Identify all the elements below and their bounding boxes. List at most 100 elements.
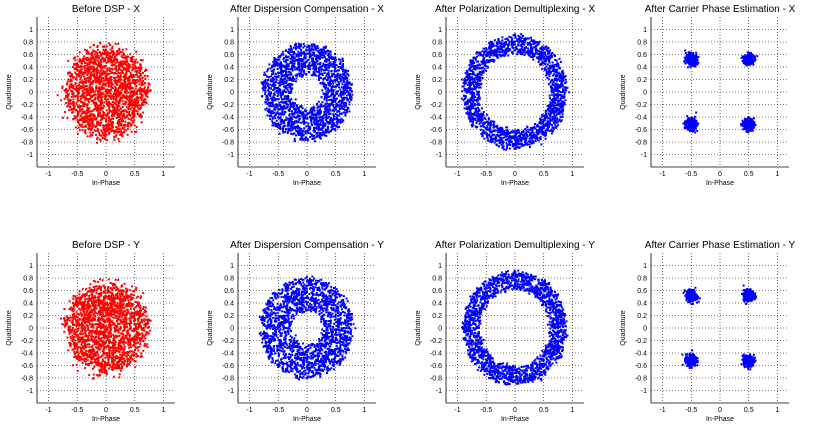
data-point [276,104,279,106]
data-point [281,110,284,113]
data-point [124,72,127,75]
data-point [282,58,285,61]
data-point [544,54,547,57]
data-point [86,103,89,106]
data-point [473,86,476,88]
data-point [109,128,112,131]
data-point [99,102,102,105]
data-point [473,73,476,76]
data-point [535,44,538,47]
data-point [293,46,296,49]
data-point [267,87,270,90]
data-point [551,83,554,86]
data-point [504,42,507,45]
data-point [146,75,149,77]
data-point [325,64,328,67]
data-point [466,102,469,105]
data-point [90,89,93,92]
data-point [275,125,278,128]
data-point [322,133,325,136]
data-point [87,122,90,125]
data-point [537,125,540,128]
data-point [78,119,80,122]
data-point [130,57,133,60]
data-point [348,110,351,113]
data-point [89,122,92,125]
data-point [464,79,467,82]
data-point [303,52,306,55]
data-point [119,92,122,95]
data-point [334,85,337,88]
data-point [72,101,75,104]
data-point [84,57,87,60]
data-point [74,126,77,129]
data-point [105,88,108,91]
data-point [305,73,308,75]
data-point [538,122,541,125]
data-point [507,44,510,46]
data-point [279,112,282,115]
data-point [501,45,504,48]
data-point [550,98,553,101]
data-point [128,95,131,98]
data-point [322,125,325,128]
data-point [348,82,351,85]
data-point [87,52,90,55]
data-point [332,61,335,63]
data-point [303,72,306,75]
data-point [121,134,123,137]
data-point [97,56,100,59]
data-point [509,147,511,150]
data-point [144,78,147,80]
data-point [290,104,292,107]
data-point [269,67,272,70]
data-point [518,48,521,51]
data-point [315,74,317,77]
data-point [556,108,559,111]
data-point [287,48,290,51]
data-point [88,101,90,104]
data-point [117,42,120,45]
data-point [275,78,278,81]
data-point [289,119,292,122]
data-point [467,98,470,101]
data-point [130,130,133,133]
data-point [291,59,294,62]
data-point [297,42,300,45]
data-point [511,51,514,53]
data-point [79,110,82,113]
data-point [123,87,126,90]
data-point [119,63,122,65]
data-point [108,131,111,134]
data-point [88,76,90,79]
data-point [530,135,533,138]
data-point [277,123,280,126]
data-point [295,104,298,107]
data-point [133,118,136,121]
data-point [546,48,549,50]
data-point [110,75,113,78]
data-point [465,112,468,115]
data-point [555,65,558,67]
data-point [106,74,109,77]
data-point [102,105,105,108]
data-point [495,50,497,53]
data-point [338,100,340,103]
data-point [350,90,353,92]
data-point [95,54,98,57]
data-point [286,58,289,61]
data-point [70,109,73,112]
data-point [554,115,557,118]
data-point [116,69,119,72]
data-point [119,83,122,86]
data-point [80,87,83,89]
data-point [513,33,516,36]
data-point [280,70,283,72]
data-point [331,65,334,68]
data-point [528,43,531,46]
data-point [128,122,131,125]
data-point [90,100,93,103]
data-point [295,134,297,137]
data-point [515,130,518,133]
data-point [92,55,95,58]
